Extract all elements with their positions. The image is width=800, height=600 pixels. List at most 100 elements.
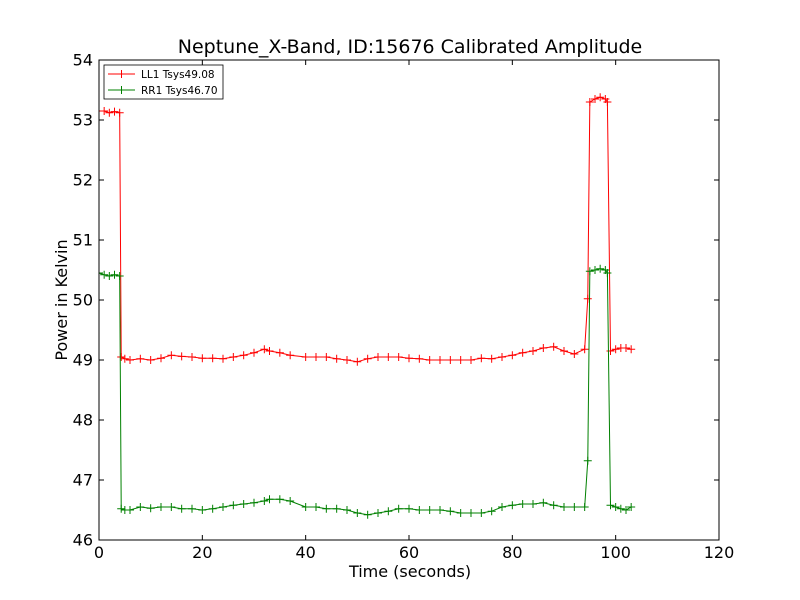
data-point [250,348,258,357]
x-tick-label: 40 [295,543,315,562]
data-point [611,503,620,511]
data-point [229,353,238,361]
data-point [115,272,124,280]
series-1 [99,93,636,366]
data-point [570,350,579,358]
data-point [322,504,331,513]
data-point [456,509,465,517]
data-point [425,506,434,514]
data-point [436,506,444,514]
data-point [198,354,207,363]
data-point [560,503,568,511]
data-point [301,353,310,361]
data-point [301,503,310,511]
data-point [239,351,248,360]
data-point [596,93,605,102]
data-point [188,353,196,361]
data-point [477,509,486,517]
data-point [260,345,269,354]
data-point [570,503,579,511]
data-point [405,504,413,513]
data-point [596,264,605,273]
data-point [110,107,119,116]
data-point [591,266,599,274]
y-tick-label: 47 [73,471,93,490]
data-point [312,353,320,361]
data-point [394,504,403,513]
legend-frame [103,64,224,100]
data-point [627,503,636,511]
data-point [188,504,196,513]
data-point [425,356,434,364]
data-point [275,495,284,504]
data-point [384,507,393,516]
data-point [265,495,274,504]
data-point [539,498,548,507]
data-point [384,353,393,361]
data-point [177,352,186,361]
data-point [260,497,269,505]
data-point [265,347,274,355]
data-point [446,507,455,516]
data-point [120,354,129,363]
data-point [332,354,341,363]
data-point [611,345,620,354]
data-point [467,509,475,517]
data-point [343,506,351,514]
legend-label: LL1 Tsys49.08 [141,69,215,81]
x-tick-label: 20 [192,543,212,562]
data-point [219,503,227,511]
data-point [518,348,527,357]
data-point [436,356,444,364]
legend-item: RR1 Tsys46.70 [108,85,218,97]
data-point [117,353,126,361]
data-point [250,498,258,507]
data-point [583,456,592,465]
data-point [498,503,506,511]
y-tick-label: 49 [73,351,93,370]
legend-label: RR1 Tsys46.70 [141,85,218,97]
series-line [99,96,632,363]
data-point [208,354,217,363]
data-point [603,98,612,106]
data-point [529,347,537,355]
data-point [477,354,486,363]
data-point [157,354,165,363]
y-tick-label: 52 [73,171,93,190]
data-point [415,506,424,514]
data-point [549,501,558,510]
x-tick-label: 0 [94,543,104,562]
data-point [498,353,506,361]
data-point [415,354,424,363]
data-point [529,500,537,508]
data-point [353,357,362,366]
data-point [467,356,475,364]
y-tick-label: 46 [73,531,93,550]
data-point [229,501,238,510]
data-point [105,108,114,117]
data-point [585,267,594,276]
data-point [105,272,114,280]
data-point [603,269,612,277]
data-point [583,294,592,303]
data-point [136,354,145,363]
y-tick-label: 54 [73,51,93,70]
data-point [239,500,248,508]
data-point [606,347,615,355]
x-tick-label: 80 [502,543,522,562]
data-point [100,107,109,115]
data-point [580,345,589,354]
x-tick-label: 60 [399,543,419,562]
data-point [363,510,372,519]
data-point [353,509,362,517]
plot-area: 0 20 40 60 80 100 120 46 47 48 49 50 51 52 53 54 [73,51,735,563]
data-point [115,108,124,117]
legend-item: LL1 Tsys49.08 [108,69,215,81]
data-point [456,356,465,364]
data-point [146,356,155,364]
data-point [508,501,517,510]
y-tick-label: 50 [73,291,93,310]
legend: LL1 Tsys49.08 RR1 Tsys46.70 [103,64,224,100]
data-point [560,347,568,355]
